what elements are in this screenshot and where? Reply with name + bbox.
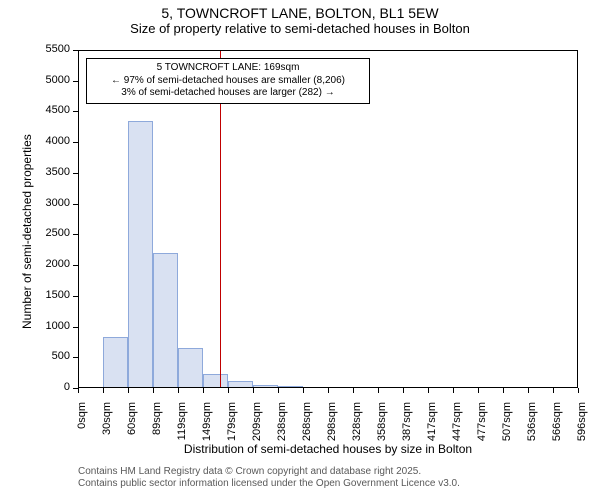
y-tick-label: 2000 [46,258,70,270]
x-tick-label: 30sqm [101,402,113,446]
x-tick-mark [128,388,129,393]
y-tick-label: 5000 [46,74,70,86]
plot-area: 5 TOWNCROFT LANE: 169sqm ← 97% of semi-d… [78,50,578,388]
histogram-bar [178,348,203,388]
y-tick-mark [73,142,78,143]
x-tick-label: 0sqm [76,402,88,446]
x-tick-label: 298sqm [326,402,338,446]
histogram-bar [103,337,128,388]
x-tick-mark [528,388,529,393]
y-tick-mark [73,50,78,51]
x-tick-mark [553,388,554,393]
x-tick-label: 60sqm [126,402,138,446]
title-block: 5, TOWNCROFT LANE, BOLTON, BL1 5EW Size … [0,5,600,36]
x-tick-mark [78,388,79,393]
y-tick-label: 500 [52,350,70,362]
chart-container: 5, TOWNCROFT LANE, BOLTON, BL1 5EW Size … [0,0,600,500]
x-tick-mark [103,388,104,393]
x-tick-mark [228,388,229,393]
x-tick-label: 536sqm [526,402,538,446]
y-tick-mark [73,204,78,205]
x-tick-label: 417sqm [426,402,438,446]
y-tick-mark [73,111,78,112]
x-tick-label: 89sqm [151,402,163,446]
y-tick-label: 0 [64,381,70,393]
histogram-bar [128,121,153,388]
x-axis-label: Distribution of semi-detached houses by … [78,442,578,456]
y-tick-label: 3000 [46,197,70,209]
y-tick-label: 5500 [46,43,70,55]
y-tick-mark [73,296,78,297]
x-tick-mark [178,388,179,393]
x-tick-label: 387sqm [401,402,413,446]
y-tick-label: 3500 [46,166,70,178]
x-tick-mark [353,388,354,393]
x-tick-mark [503,388,504,393]
x-tick-label: 566sqm [551,402,563,446]
x-tick-label: 119sqm [176,402,188,446]
annotation-line-2: ← 97% of semi-detached houses are smalle… [93,75,363,88]
x-tick-mark [253,388,254,393]
y-axis-label: Number of semi-detached properties [20,134,34,329]
x-tick-mark [428,388,429,393]
histogram-bar [203,374,228,388]
x-tick-mark [578,388,579,393]
annotation-line-3: 3% of semi-detached houses are larger (2… [93,87,363,100]
x-tick-mark [378,388,379,393]
x-tick-mark [303,388,304,393]
x-tick-mark [478,388,479,393]
y-tick-label: 2500 [46,227,70,239]
y-tick-mark [73,357,78,358]
y-tick-label: 4000 [46,135,70,147]
x-tick-mark [203,388,204,393]
y-tick-mark [73,173,78,174]
y-tick-label: 1000 [46,320,70,332]
x-tick-label: 358sqm [376,402,388,446]
annotation-box: 5 TOWNCROFT LANE: 169sqm ← 97% of semi-d… [86,58,370,104]
x-tick-label: 507sqm [501,402,513,446]
y-tick-mark [73,234,78,235]
x-tick-label: 596sqm [576,402,588,446]
plot-border-top [78,50,578,51]
x-tick-mark [153,388,154,393]
y-tick-mark [73,81,78,82]
footer-line-1: Contains HM Land Registry data © Crown c… [78,466,460,478]
footer-credits: Contains HM Land Registry data © Crown c… [78,466,460,490]
chart-subtitle: Size of property relative to semi-detach… [0,21,600,36]
plot-border-left [78,50,79,388]
x-tick-mark [278,388,279,393]
x-tick-label: 179sqm [226,402,238,446]
x-tick-mark [453,388,454,393]
x-tick-mark [403,388,404,393]
histogram-bar [153,253,178,388]
y-tick-label: 4500 [46,104,70,116]
x-tick-label: 268sqm [301,402,313,446]
x-tick-label: 238sqm [276,402,288,446]
y-tick-mark [73,327,78,328]
y-tick-label: 1500 [46,289,70,301]
x-tick-mark [328,388,329,393]
x-tick-label: 447sqm [451,402,463,446]
y-tick-mark [73,265,78,266]
x-tick-label: 209sqm [251,402,263,446]
x-tick-label: 328sqm [351,402,363,446]
plot-border-right [577,50,578,388]
footer-line-2: Contains public sector information licen… [78,478,460,490]
annotation-line-1: 5 TOWNCROFT LANE: 169sqm [93,62,363,75]
chart-title: 5, TOWNCROFT LANE, BOLTON, BL1 5EW [0,5,600,21]
x-tick-label: 477sqm [476,402,488,446]
x-tick-label: 149sqm [201,402,213,446]
